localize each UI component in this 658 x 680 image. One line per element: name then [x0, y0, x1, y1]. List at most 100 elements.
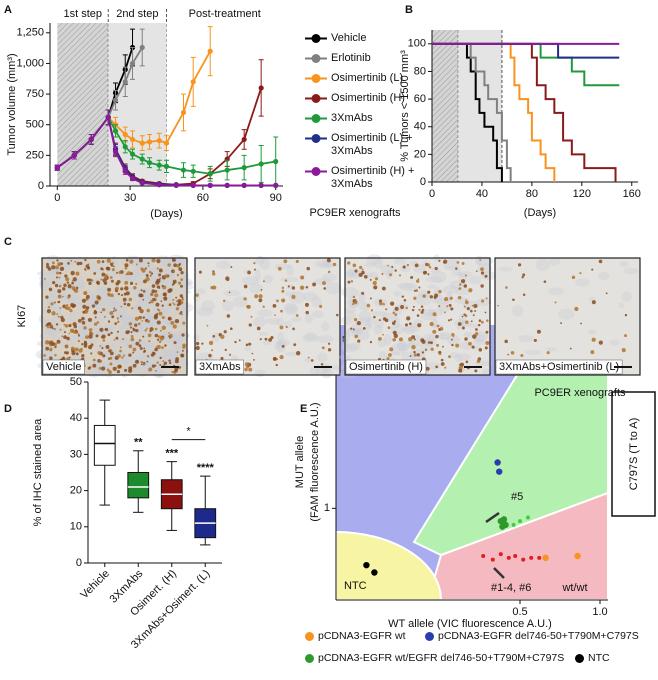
stained-nucleus [263, 280, 265, 283]
stained-nucleus [292, 327, 295, 331]
stained-nucleus [157, 308, 159, 311]
stained-nucleus [66, 336, 70, 341]
tissue-texture [110, 269, 118, 275]
stained-nucleus [52, 261, 55, 265]
stained-nucleus [45, 346, 50, 351]
phase-label: Post-treatment [189, 8, 261, 20]
stained-nucleus [146, 354, 150, 358]
stained-nucleus [392, 311, 396, 315]
tissue-texture [442, 285, 459, 294]
stained-nucleus [172, 302, 174, 304]
panel-label: C [4, 236, 12, 248]
tissue-texture [121, 367, 128, 378]
stained-nucleus [81, 342, 84, 346]
stained-nucleus [100, 267, 104, 271]
tissue-texture [512, 305, 524, 317]
stained-nucleus [148, 270, 152, 274]
stained-nucleus [247, 270, 251, 275]
stained-nucleus [88, 344, 93, 350]
stained-nucleus [163, 361, 167, 365]
data-point [207, 171, 213, 177]
stained-nucleus [122, 338, 125, 341]
stained-nucleus [75, 352, 79, 356]
micrograph-border [344, 257, 491, 376]
stained-nucleus [446, 305, 449, 308]
stained-nucleus [291, 294, 296, 299]
significance-label: *** [165, 448, 179, 460]
legend-entry: NTC [575, 652, 610, 664]
stained-nucleus [624, 334, 628, 338]
stained-nucleus [406, 263, 410, 267]
tissue-texture [315, 366, 328, 375]
stained-nucleus [73, 330, 77, 334]
legend: Vehicle Erlotinib Osimertinib (L) Osimertin… [305, 32, 427, 198]
stained-nucleus [434, 266, 438, 271]
stained-nucleus [522, 273, 526, 277]
stained-nucleus [383, 317, 387, 321]
stained-nucleus [180, 313, 183, 316]
stained-nucleus [485, 330, 489, 334]
stained-nucleus [413, 338, 416, 341]
survival-step [432, 42, 503, 182]
stained-nucleus [180, 300, 184, 304]
tissue-texture [303, 291, 318, 302]
stained-nucleus [119, 346, 122, 349]
stained-nucleus [504, 339, 508, 344]
stained-nucleus [107, 293, 111, 297]
stained-nucleus [276, 299, 279, 303]
stained-nucleus [111, 315, 115, 319]
stained-nucleus [120, 315, 122, 318]
data-point [88, 136, 94, 143]
stained-nucleus [283, 259, 288, 264]
tissue-texture [148, 319, 156, 328]
stained-nucleus [125, 258, 129, 262]
data-point [139, 156, 145, 162]
stained-nucleus [97, 351, 101, 355]
data-point [521, 557, 526, 562]
stained-nucleus [101, 346, 104, 350]
stained-nucleus [154, 327, 158, 331]
y-tick-label: 20 [70, 485, 82, 497]
stained-nucleus [156, 259, 161, 264]
tissue-texture [66, 339, 77, 346]
stained-nucleus [52, 280, 56, 285]
stained-nucleus [406, 316, 411, 321]
stained-nucleus [284, 279, 288, 282]
tissue-texture [374, 318, 384, 329]
legend-label: pCDNA3-EGFR wt/EGFR del746-50+T790M+C797… [318, 652, 565, 664]
data-point [163, 140, 170, 146]
stained-nucleus [457, 295, 462, 300]
stained-nucleus [134, 323, 138, 327]
stained-nucleus [45, 295, 49, 299]
stained-nucleus [156, 344, 161, 350]
data-point [241, 165, 247, 171]
stained-nucleus [347, 261, 351, 265]
stained-nucleus [272, 356, 277, 361]
tissue-texture [280, 277, 299, 283]
data-point [156, 138, 162, 144]
stained-nucleus [128, 322, 133, 326]
legend-label: pCDNA3-EGFR del746-50+T790M+C797S [438, 630, 639, 642]
tissue-texture [168, 299, 179, 304]
tissue-texture [427, 308, 444, 317]
stained-nucleus [354, 334, 359, 339]
stained-nucleus [119, 349, 122, 353]
data-point [490, 557, 495, 562]
stained-nucleus [49, 356, 53, 360]
stained-nucleus [448, 303, 452, 307]
stained-nucleus [211, 272, 216, 276]
stained-nucleus [81, 354, 85, 358]
stained-nucleus [435, 365, 439, 369]
tissue-texture [321, 363, 332, 373]
stained-nucleus [146, 308, 150, 313]
stained-nucleus [293, 343, 297, 347]
stained-nucleus [83, 291, 88, 296]
stained-nucleus [143, 347, 146, 350]
stained-nucleus [120, 287, 124, 291]
stained-nucleus [250, 315, 253, 318]
stained-nucleus [142, 298, 145, 301]
stained-nucleus [212, 334, 216, 338]
tissue-texture [71, 279, 86, 289]
tissue-texture [390, 351, 401, 356]
